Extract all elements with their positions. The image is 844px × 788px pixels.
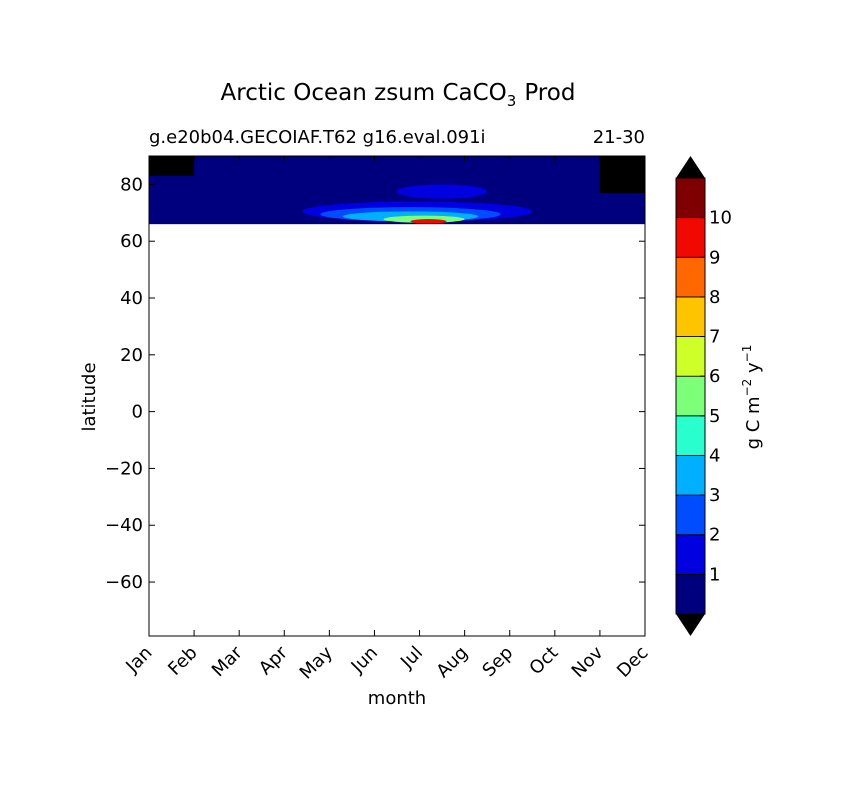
chart-title-tail: Prod [524,80,575,106]
y-tick-label: 40 [120,288,143,309]
colorbar-label: g C m−2 y−1 [740,345,764,450]
colorbar-frame [675,177,706,615]
colorbar-segment [675,415,706,456]
y-tick-label: −40 [105,515,143,536]
x-tick-label: Mar [208,642,247,681]
colorbar-tick-label: 5 [709,406,720,427]
y-tick-label: 80 [120,174,143,195]
colorbar-tick-label: 9 [709,247,720,268]
x-tick-label: Aug [432,642,472,682]
colorbar-segment [675,296,706,337]
plot-background [149,156,645,636]
y-tick-label: 0 [132,402,143,423]
colorbar-segment [675,217,706,258]
x-tick-label: Jan [121,642,156,677]
y-tick-label: 60 [120,231,143,252]
y-tick-label: −60 [105,572,143,593]
y-tick-label: −20 [105,458,143,479]
colorbar-tick-label: 2 [709,525,720,546]
x-tick-label: Nov [568,642,608,682]
colorbar-label-mid: y [743,362,764,379]
x-tick-label: Feb [164,642,201,679]
colorbar-label-exp2: −1 [740,345,754,363]
colorbar-segment [675,336,706,377]
colorbar-extend-top [676,156,705,178]
x-axis-label: month [368,688,426,709]
colorbar-tick-label: 10 [709,208,732,229]
x-tick-label: Dec [613,642,652,681]
colorbar-segment [675,494,706,536]
colorbar-label-exp1: −2 [740,379,754,397]
heatmap-cell-upper-band [397,184,488,199]
colorbar-segment [675,177,706,219]
x-tick-label: Sep [478,642,517,681]
subtitle-left: g.e20b04.GECOIAF.T62 g16.eval.091i [149,127,486,148]
heatmap-cell-peak [410,219,447,224]
colorbar-tick-label: 3 [709,485,720,506]
colorbar-segment [675,573,706,615]
x-tick-label: May [296,642,337,683]
chart-title: Arctic Ocean zsum CaCO3 Prod [221,80,576,110]
colorbar-segment [675,534,706,575]
colorbar-tick-label: 1 [709,564,720,585]
colorbar-tick-label: 8 [709,287,720,308]
subtitle-right: 21-30 [593,127,645,148]
colorbar-extend-bottom [676,614,705,636]
x-tick-label: Jun [347,642,382,677]
y-axis-label: latitude [79,362,100,431]
x-tick-label: Oct [525,642,562,679]
colorbar: 1 2 3 4 5 6 7 8 9 10 [675,156,732,636]
y-axis-ticks: 80 60 40 20 0 −20 −40 −60 [105,174,645,593]
colorbar-tick-label: 6 [709,366,720,387]
heatmap-cell-no-data-late [599,156,645,193]
chart-title-subscript: 3 [507,92,517,110]
heatmap-layer [149,156,645,225]
plot-frame [148,155,646,637]
colorbar-tick-label: 7 [709,327,720,348]
y-tick-label: 20 [120,345,143,366]
heatmap-cell-no-data-winter [149,156,195,176]
plot-area: Jan Feb Mar Apr May Jun Jul Aug Sep Oct Nov Dec 80 6… [105,155,653,684]
x-tick-label: Jul [396,642,427,673]
x-tick-label: Apr [255,642,292,679]
colorbar-tick-label: 4 [709,445,720,466]
colorbar-segment [675,256,706,298]
colorbar-segment [675,455,706,496]
colorbar-segment [675,375,706,417]
